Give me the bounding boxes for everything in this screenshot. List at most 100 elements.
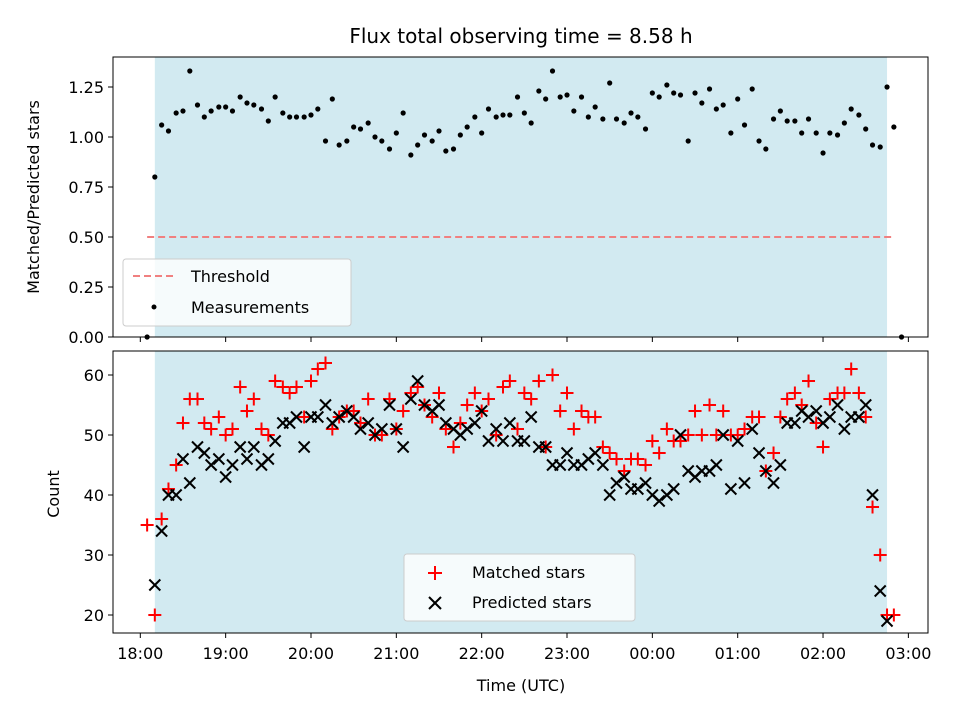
measurement-point: [152, 174, 158, 180]
measurement-point: [792, 118, 798, 124]
predicted-star-point: [788, 416, 802, 430]
predicted-star-point: [347, 410, 360, 424]
predicted-star-point: [319, 398, 332, 412]
measurement-point: [799, 130, 805, 136]
matched-star-point: [447, 440, 461, 454]
measurement-point: [664, 82, 670, 88]
matched-star-point: [212, 410, 226, 424]
predicted-star-point: [617, 470, 631, 484]
matched-star-point: [887, 608, 901, 622]
matched-star-point: [809, 416, 823, 430]
matched-star-point: [731, 428, 745, 442]
measurement-point: [628, 110, 634, 116]
matched-star-point: [709, 428, 723, 442]
predicted-star-point: [247, 440, 261, 454]
bottom-y-tick-label: 60: [84, 366, 104, 385]
measurement-point: [301, 114, 307, 120]
predicted-star-point: [354, 422, 367, 436]
measurement-point: [820, 150, 826, 156]
predicted-star-point: [802, 410, 815, 424]
measurement-point: [344, 138, 350, 144]
matched-star-point: [432, 386, 446, 400]
predicted-star-point: [482, 434, 495, 448]
matched-star-point: [511, 422, 525, 436]
measurement-point: [293, 114, 300, 120]
measurement-point: [805, 116, 812, 122]
matched-star-point: [716, 404, 730, 418]
matched-star-point: [268, 374, 282, 388]
matched-legend-swatch: [428, 566, 442, 580]
matched-star-point: [161, 482, 175, 496]
predicted-star-point: [752, 446, 766, 460]
matched-star-point: [289, 380, 303, 394]
matched-star-point: [532, 374, 546, 388]
predicted-star-point: [731, 434, 744, 448]
bottom-y-tick-label: 40: [84, 486, 104, 505]
predicted-star-point: [610, 476, 623, 490]
matched-star-point: [361, 392, 375, 406]
matched-star-point: [169, 458, 183, 472]
predicted-star-point: [204, 458, 218, 472]
predicted-star-point: [226, 458, 239, 472]
measurement-point: [485, 106, 492, 112]
measurement-point: [187, 68, 193, 74]
measurement-point: [507, 112, 513, 118]
measurement-point: [201, 114, 207, 120]
top-y-axis: 0.00 0.25 0.50 0.75 1.00 1.25: [68, 78, 113, 347]
x-tick-label: 03:00: [885, 644, 931, 663]
matched-star-point: [610, 452, 624, 466]
matched-star-point: [219, 428, 233, 442]
matched-star-point: [481, 392, 495, 406]
measurement-point: [635, 114, 641, 120]
predicted-star-point: [866, 488, 879, 502]
bottom-y-axis: 20 30 40 50 60: [84, 366, 113, 625]
predicted-star-point: [383, 398, 396, 412]
x-tick-label: 00:00: [629, 644, 675, 663]
measurement-point: [443, 148, 449, 154]
matched-star-point: [468, 386, 482, 400]
matched-star-point: [546, 368, 560, 382]
measurement-point: [834, 132, 841, 138]
bottom-legend-box: [403, 553, 636, 622]
matched-star-point: [311, 362, 325, 376]
measurement-point: [749, 86, 755, 92]
matched-star-point: [276, 380, 290, 394]
predicted-star-point: [198, 446, 211, 460]
matched-star-point: [816, 440, 830, 454]
matched-star-point: [752, 410, 766, 424]
measurement-point: [869, 142, 876, 148]
top-y-tick-label: 1.00: [68, 128, 104, 147]
x-tick-label: 19:00: [203, 644, 249, 663]
matched-star-point: [325, 422, 339, 436]
matched-star-point: [396, 404, 410, 418]
predicted-star-point: [311, 410, 325, 424]
bottom-panel: 20 30 40 50 60 18:00 19:00 20:00 21:00 22:00 23:0…: [44, 350, 931, 695]
top-legend-box: [122, 258, 352, 327]
matched-star-point: [197, 416, 211, 430]
matched-star-point: [297, 410, 311, 424]
matched-star-point: [460, 398, 474, 412]
matched-star-point: [866, 500, 880, 514]
predicted-star-point: [332, 410, 346, 424]
top-y-tick-label: 0.50: [68, 228, 104, 247]
measurement-point: [777, 108, 783, 114]
measurements-legend-label: Measurements: [191, 298, 309, 317]
predicted-star-point: [396, 440, 410, 454]
predicted-star-point: [212, 452, 226, 466]
predicted-star-point: [460, 422, 474, 436]
measurement-point: [415, 142, 421, 148]
matched-star-point: [596, 440, 610, 454]
predicted-star-point: [874, 584, 887, 598]
x-tick-label: 18:00: [117, 644, 163, 663]
matched-star-point: [411, 380, 425, 394]
matched-star-point: [204, 422, 218, 436]
predicted-star-point: [852, 410, 866, 424]
measurement-point: [763, 146, 769, 152]
x-tick-label: 20:00: [288, 644, 334, 663]
measurement-point: [784, 118, 790, 124]
top-y-tick-label: 1.25: [68, 78, 104, 97]
predicted-star-point: [468, 416, 482, 430]
matched-star-point: [176, 416, 190, 430]
measurement-point: [244, 100, 250, 106]
measurements-series: [144, 68, 905, 340]
